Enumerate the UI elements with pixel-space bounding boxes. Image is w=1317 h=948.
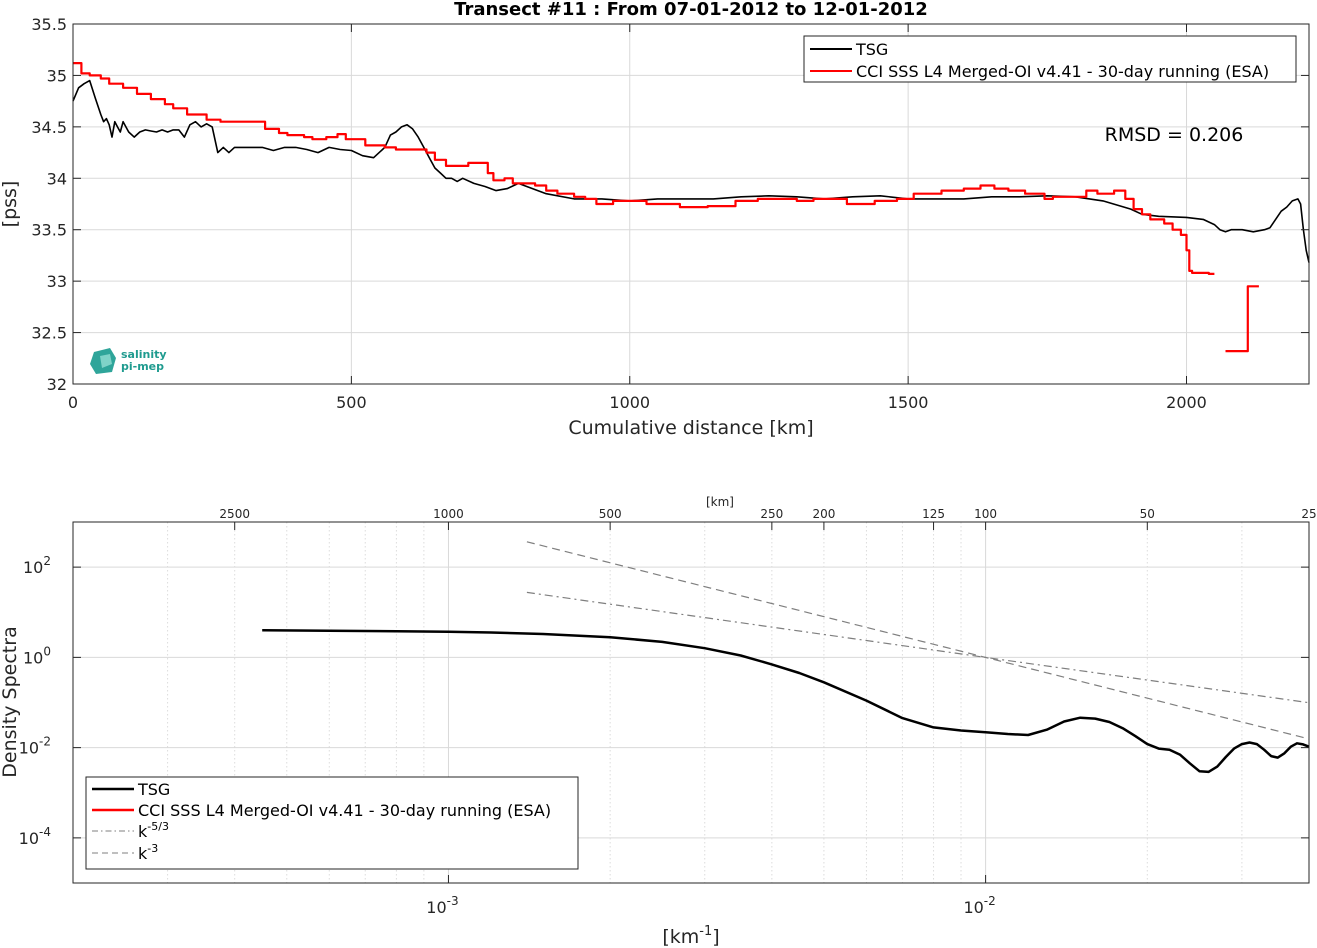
bottom-xtick-label-base-0: 10 [426, 898, 446, 917]
top-chart-title: Transect #11 : From 07-01-2012 to 12-01-… [454, 0, 928, 20]
top-ytick-label-1: 32.5 [31, 324, 67, 343]
bottom-xtick-label-base-1: 10 [963, 898, 983, 917]
top-xtick-label-4: 2000 [1166, 393, 1207, 412]
bottom-series-line-0 [262, 628, 1310, 774]
bottom-legend-k53-exp: -5/3 [147, 820, 169, 833]
bottom-top-tick-label-3: 250 [760, 507, 783, 521]
bottom-top-tick-label-1: 1000 [433, 507, 464, 521]
bottom-xtick-label-exp-1: -2 [984, 894, 996, 908]
top-ytick-label-4: 34 [47, 169, 67, 188]
bottom-top-tick-label-0: 2500 [219, 507, 250, 521]
bottom-ytick-label-exp-3: 2 [43, 554, 51, 568]
bottom-series [262, 541, 1310, 774]
bottom-legend-label-cci: CCI SSS L4 Merged-OI v4.41 - 30-day runn… [138, 801, 551, 820]
bottom-xtick-label-exp-0: -3 [447, 894, 459, 908]
top-ytick-label-6: 35 [47, 66, 67, 85]
bottom-xlabel: [km-1] [662, 924, 719, 948]
bottom-top-tick-label-4: 200 [812, 507, 835, 521]
bottom-xlabel-close: ] [712, 926, 719, 948]
bottom-legend-label-k53: k-5/3 [138, 820, 169, 841]
top-series [72, 62, 1310, 353]
bottom-ytick-label-base-3: 10 [23, 558, 43, 577]
top-ytick-label-5: 34.5 [31, 118, 67, 137]
bottom-ylabel: Density Spectra [0, 626, 21, 777]
logo-line2: pi-mep [121, 360, 164, 373]
top-legend-label-cci: CCI SSS L4 Merged-OI v4.41 - 30-day runn… [856, 62, 1269, 81]
bottom-xlabel-base: [km [662, 926, 699, 948]
top-ytick-label-2: 33 [47, 272, 67, 291]
top-ticks: 0 500 1000 1500 2000 32 32.5 33 33.5 34 34.5 35 35.5 [31, 15, 1309, 412]
top-legend: TSG CCI SSS L4 Merged-OI v4.41 - 30-day … [803, 35, 1297, 83]
bottom-ytick-label-base-1: 10 [19, 739, 39, 758]
bottom-top-tick-label-6: 100 [974, 507, 997, 521]
bottom-ytick-label-1: 10-2 [19, 735, 51, 758]
top-series-line-0 [72, 79, 1310, 263]
bottom-ytick-label-2: 100 [23, 644, 51, 667]
bottom-xtick-label-0: 10-3 [426, 894, 458, 917]
logo-line1: salinity [121, 348, 167, 361]
bottom-legend-label-k3: k-3 [138, 842, 158, 863]
bottom-top-tick-label-7: 50 [1140, 507, 1155, 521]
bottom-legend-k53-base: k [138, 822, 148, 841]
top-legend-label-tsg: TSG [855, 40, 888, 59]
top-axis-box [72, 23, 1310, 385]
bottom-legend-label-tsg: TSG [137, 780, 170, 799]
top-legend-box [803, 35, 1297, 83]
bottom-legend-k3-base: k [138, 844, 148, 863]
bottom-legend: TSG CCI SSS L4 Merged-OI v4.41 - 30-day … [85, 776, 579, 870]
top-ytick-label-0: 32 [47, 375, 67, 394]
bottom-ytick-label-exp-1: -2 [39, 735, 51, 749]
bottom-ytick-label-exp-2: 0 [43, 644, 51, 658]
bottom-top-axis-label: [km] [706, 495, 734, 509]
top-panel: Transect #11 : From 07-01-2012 to 12-01-… [0, 0, 1310, 439]
rmsd-annotation: RMSD = 0.206 [1105, 124, 1244, 146]
bottom-ytick-label-base-0: 10 [19, 829, 39, 848]
top-xlabel: Cumulative distance [km] [568, 417, 813, 439]
top-series-line-2 [1225, 285, 1259, 353]
bottom-series-line-3 [526, 541, 1310, 740]
bottom-top-tick-label-5: 125 [922, 507, 945, 521]
top-xtick-label-0: 0 [68, 393, 78, 412]
bottom-ytick-label-0: 10-4 [19, 825, 51, 848]
top-ylabel: [pss] [0, 181, 21, 228]
bottom-top-tick-label-8: 25 [1301, 507, 1316, 521]
bottom-xtick-label-1: 10-2 [963, 894, 995, 917]
top-ytick-label-7: 35.5 [31, 15, 67, 34]
top-xtick-label-2: 1000 [609, 393, 650, 412]
bottom-ytick-label-base-2: 10 [23, 648, 43, 667]
top-series-line-1 [73, 62, 1215, 275]
bottom-ytick-label-exp-0: -4 [39, 825, 51, 839]
top-xtick-label-1: 500 [336, 393, 367, 412]
top-plot-area [73, 24, 1309, 384]
bottom-legend-k3-exp: -3 [147, 842, 158, 855]
bottom-xlabel-exp: -1 [699, 924, 712, 939]
bottom-ytick-label-3: 102 [23, 554, 51, 577]
top-ytick-label-3: 33.5 [31, 221, 67, 240]
top-xtick-label-3: 1500 [888, 393, 929, 412]
salinity-pimep-logo: salinity pi-mep [90, 348, 167, 374]
bottom-axis-box [72, 521, 1310, 884]
bottom-legend-box [85, 776, 579, 870]
bottom-top-tick-label-2: 500 [599, 507, 622, 521]
